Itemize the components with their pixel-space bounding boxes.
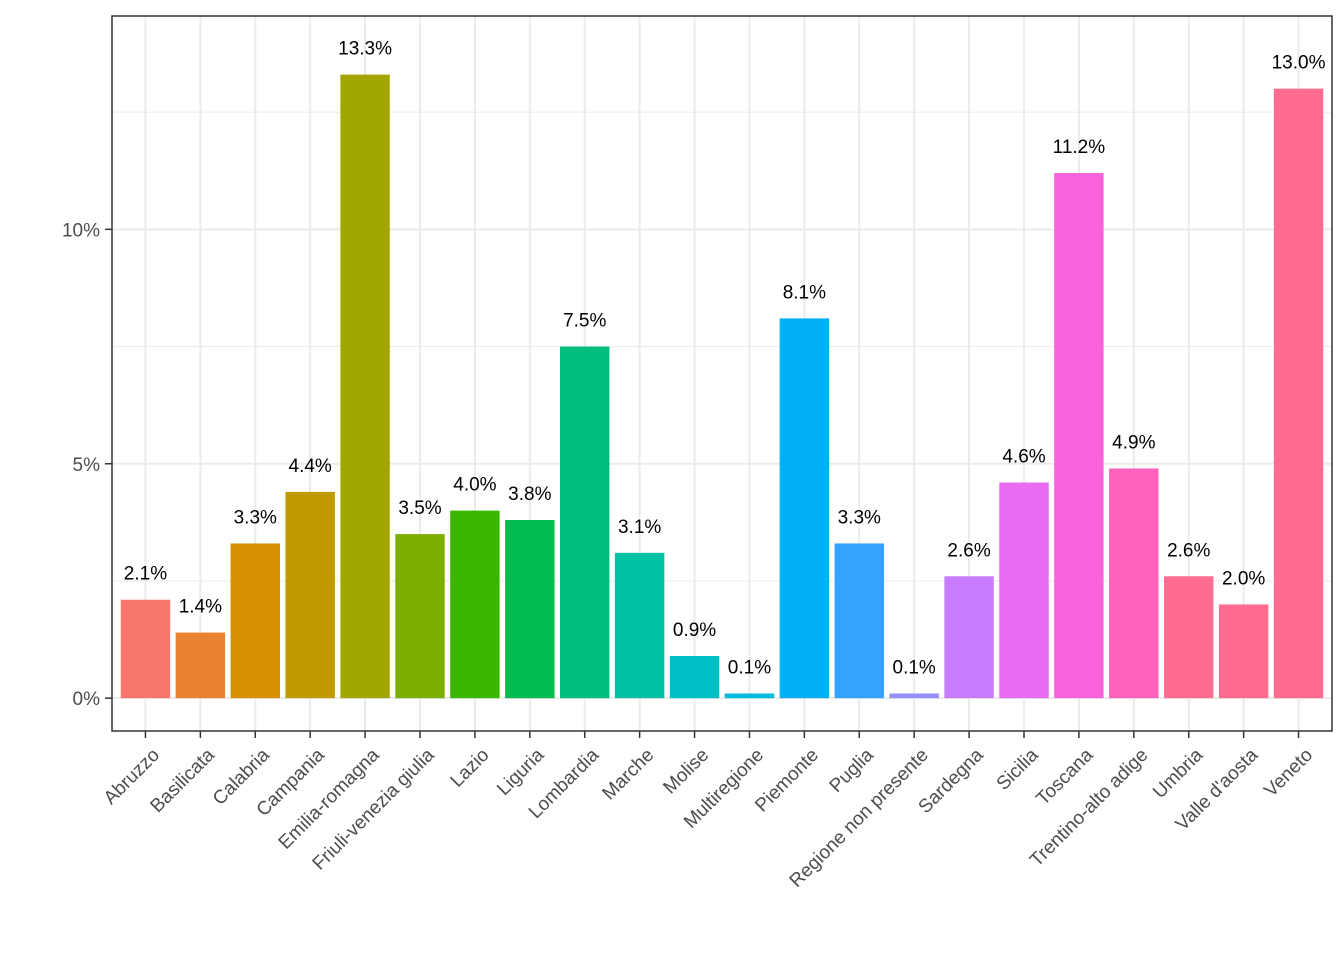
- data-label: 13.3%: [338, 39, 392, 60]
- data-label: 7.5%: [563, 311, 606, 332]
- data-label: 3.3%: [234, 507, 277, 528]
- panel-border: [111, 15, 1333, 732]
- data-label: 3.5%: [398, 498, 441, 519]
- data-label: 4.9%: [1112, 432, 1155, 453]
- data-label: 1.4%: [179, 597, 222, 618]
- x-tick-label: Puglia: [826, 744, 879, 797]
- x-tick-label: Marche: [599, 745, 659, 805]
- bar-multiregione: [724, 693, 775, 699]
- bar-veneto: [1273, 88, 1324, 699]
- bar-emilia-romagna: [340, 74, 390, 699]
- bar-valle-d-aosta: [1218, 604, 1269, 699]
- bar-sicilia: [999, 482, 1049, 699]
- data-labels-layer: 2.1% 1.4% 3.3% 4.4% 13.3% 3.5% 4.0% 3.8% 7.5% 3.1…: [124, 39, 1326, 679]
- data-label: 2.6%: [1167, 540, 1210, 561]
- y-tick-label: 10%: [62, 220, 100, 241]
- bar-regione-non-presente: [889, 693, 939, 699]
- x-tick-label: Emilia-romagna: [275, 744, 384, 853]
- bar-friuli-venezia-giulia: [395, 534, 445, 699]
- bar-lombardia: [560, 346, 610, 699]
- data-label: 3.8%: [508, 484, 551, 505]
- data-label: 0.1%: [893, 657, 936, 678]
- bar-campania: [285, 491, 335, 699]
- data-label: 13.0%: [1272, 53, 1326, 74]
- y-tick-label: 0%: [73, 689, 101, 710]
- data-label: 11.2%: [1053, 137, 1106, 158]
- data-label: 8.1%: [783, 282, 826, 303]
- bars-layer: [120, 74, 1324, 699]
- bar-marche: [614, 552, 665, 699]
- bar-lazio: [450, 510, 500, 699]
- x-tick-label: Veneto: [1260, 745, 1317, 802]
- data-label: 4.0%: [453, 475, 496, 496]
- data-label: 4.4%: [289, 456, 332, 477]
- x-tick-label: Lazio: [447, 745, 494, 792]
- bar-trentino-alto-adige: [1109, 468, 1159, 699]
- data-label: 4.6%: [1002, 447, 1045, 468]
- bar-umbria: [1164, 576, 1214, 699]
- bar-basilicata: [175, 632, 226, 699]
- data-label: 2.6%: [947, 540, 990, 561]
- data-label: 2.0%: [1222, 568, 1265, 589]
- bar-calabria: [230, 543, 280, 699]
- data-label: 0.9%: [673, 620, 716, 641]
- x-tick-label: Molise: [659, 745, 713, 799]
- bar-piemonte: [779, 318, 830, 699]
- bar-liguria: [505, 520, 555, 699]
- data-label: 3.3%: [838, 507, 881, 528]
- data-label: 2.1%: [124, 564, 167, 585]
- data-label: 3.1%: [618, 517, 661, 538]
- bar-toscana: [1054, 173, 1104, 699]
- bar-puglia: [834, 543, 884, 699]
- bar-molise: [669, 655, 720, 699]
- bar-abruzzo: [120, 599, 171, 699]
- bar-sardegna: [944, 576, 994, 699]
- x-tick-label: Sicilia: [993, 744, 1043, 794]
- data-label: 0.1%: [728, 657, 771, 678]
- y-tick-label: 5%: [73, 455, 101, 476]
